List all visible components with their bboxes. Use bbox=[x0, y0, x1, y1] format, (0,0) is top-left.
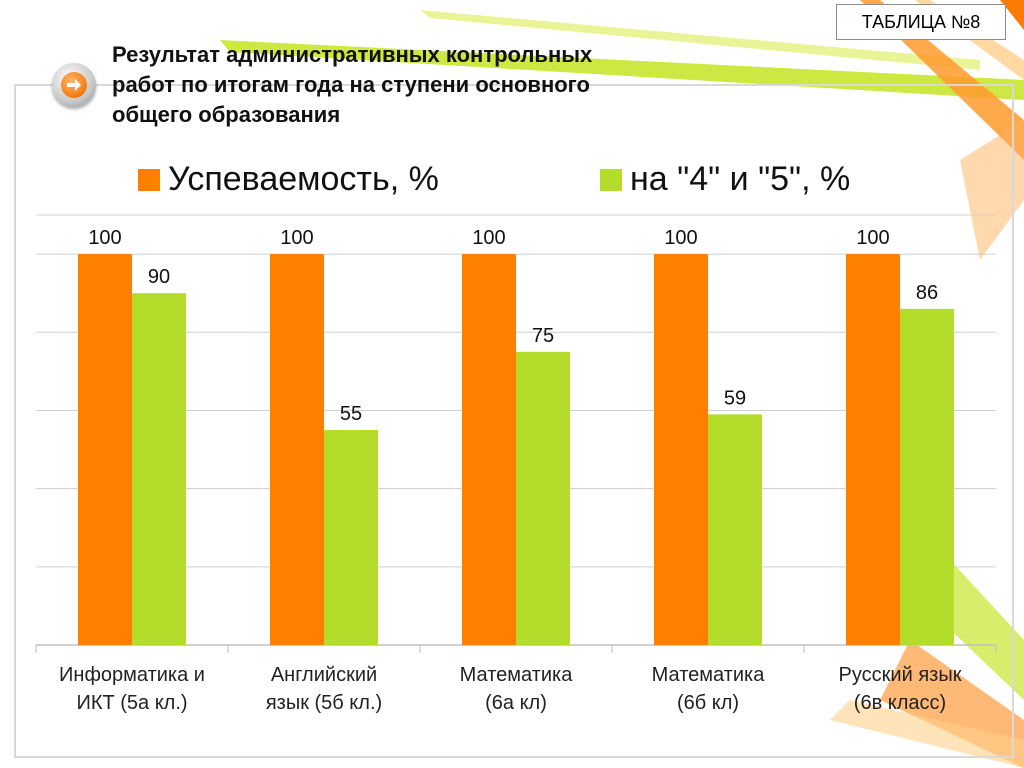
table-number-badge: ТАБЛИЦА №8 bbox=[836, 4, 1006, 40]
legend-label-series-2: на "4" и "5", % bbox=[630, 160, 851, 198]
bar-series-2 bbox=[132, 293, 186, 645]
category-label-line: Информатика и bbox=[59, 664, 205, 686]
title-line-3: общего образования bbox=[112, 102, 341, 127]
chart-legend: Успеваемость, % на "4" и "5", % bbox=[134, 160, 934, 210]
category-label: Математика (6б кл) bbox=[612, 661, 804, 717]
category-label-line: (6а кл) bbox=[485, 692, 547, 714]
category-label: Русский язык (6в класс) bbox=[804, 661, 996, 717]
legend-swatch-green bbox=[600, 168, 622, 191]
chart-frame bbox=[14, 84, 1014, 758]
bar-series-2 bbox=[324, 430, 378, 645]
category-label-line: (6б кл) bbox=[676, 692, 740, 714]
data-label-series-2: 55 bbox=[340, 403, 362, 425]
category-label-line: Русский язык bbox=[838, 664, 962, 686]
category-label-line: Математика bbox=[651, 664, 765, 686]
arrow-right-icon bbox=[61, 72, 87, 98]
bar-series-1 bbox=[270, 254, 324, 645]
category-label-line: язык (5б кл.) bbox=[265, 692, 383, 714]
data-label-series-2: 75 bbox=[532, 325, 554, 347]
legend-item-series-1: Успеваемость, % bbox=[138, 160, 439, 199]
title-line-1: Результат административных контрольных bbox=[112, 42, 593, 67]
category-label-line: Математика bbox=[459, 664, 573, 686]
data-label-series-2: 90 bbox=[148, 266, 170, 288]
category-label: Математика (6а кл) bbox=[420, 661, 612, 717]
bar-series-1 bbox=[846, 254, 900, 645]
category-label: Информатика и ИКТ (5а кл.) bbox=[36, 661, 228, 717]
page-title: Результат административных контрольных р… bbox=[112, 40, 792, 130]
category-label: Английский язык (5б кл.) bbox=[228, 661, 420, 717]
data-label-series-1: 100 bbox=[472, 227, 505, 249]
bar-series-2 bbox=[708, 414, 762, 645]
data-label-series-1: 100 bbox=[88, 227, 121, 249]
bar-series-2 bbox=[900, 308, 954, 645]
category-label-line: ИКТ (5а кл.) bbox=[76, 692, 188, 714]
data-label-series-1: 100 bbox=[280, 227, 313, 249]
legend-item-series-2: на "4" и "5", % bbox=[600, 160, 850, 199]
data-label-series-1: 100 bbox=[664, 227, 697, 249]
bar-series-1 bbox=[462, 254, 516, 645]
title-line-2: работ по итогам года на ступени основног… bbox=[112, 72, 590, 97]
legend-swatch-orange bbox=[138, 168, 160, 191]
legend-label-series-1: Успеваемость, % bbox=[168, 160, 439, 198]
category-label-line: (6в класс) bbox=[853, 692, 947, 714]
bar-series-2 bbox=[516, 351, 570, 645]
category-label-line: Английский bbox=[270, 664, 378, 686]
bar-series-1 bbox=[654, 254, 708, 645]
data-label-series-1: 100 bbox=[856, 227, 889, 249]
data-label-series-2: 59 bbox=[724, 387, 746, 409]
next-slide-button[interactable] bbox=[52, 63, 96, 107]
data-label-series-2: 86 bbox=[916, 282, 938, 304]
bar-series-1 bbox=[78, 254, 132, 645]
